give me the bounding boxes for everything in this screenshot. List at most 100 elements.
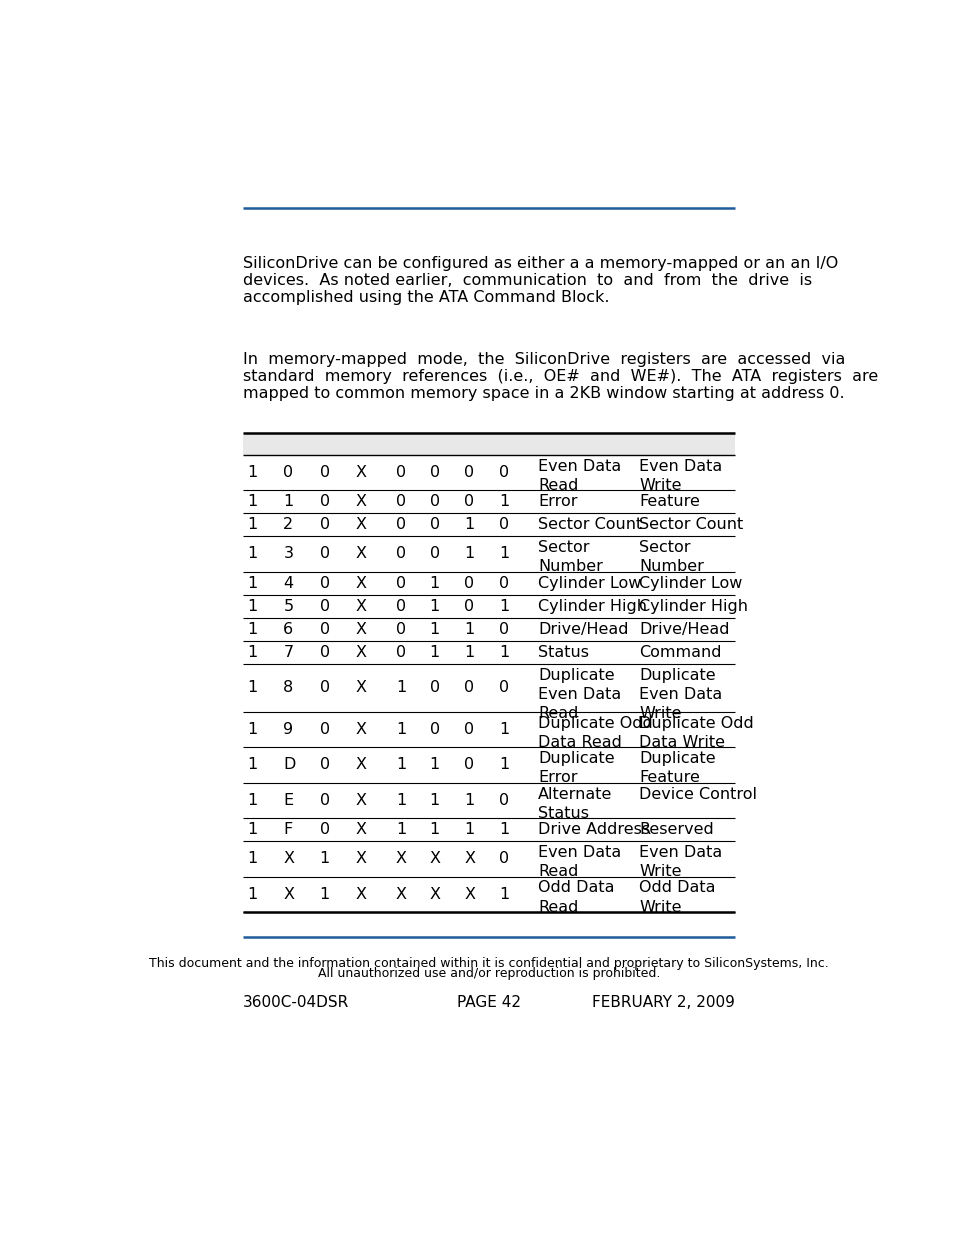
Text: Status: Status	[537, 645, 589, 659]
Text: FEBRUARY 2, 2009: FEBRUARY 2, 2009	[592, 995, 735, 1010]
Text: 1: 1	[247, 851, 257, 867]
Text: 0: 0	[395, 576, 405, 590]
Text: Cylinder High: Cylinder High	[639, 599, 747, 614]
Text: 1: 1	[464, 622, 474, 637]
Text: Device Control: Device Control	[639, 787, 757, 802]
Text: 1: 1	[247, 757, 257, 772]
Text: 1: 1	[429, 576, 439, 590]
Text: 0: 0	[319, 722, 330, 737]
Text: Cylinder High: Cylinder High	[537, 599, 646, 614]
Text: 1: 1	[247, 599, 257, 614]
Text: 1: 1	[247, 517, 257, 532]
Text: 0: 0	[319, 680, 330, 695]
Text: 1: 1	[464, 793, 474, 808]
Text: 0: 0	[429, 464, 439, 480]
Text: 1: 1	[247, 645, 257, 659]
Text: 3600C-04DSR: 3600C-04DSR	[242, 995, 349, 1010]
Text: X: X	[355, 517, 366, 532]
Text: 1: 1	[464, 645, 474, 659]
Text: 0: 0	[498, 576, 509, 590]
Text: 7: 7	[283, 645, 294, 659]
Text: 1: 1	[283, 494, 294, 509]
Text: X: X	[355, 680, 366, 695]
Text: 0: 0	[464, 722, 474, 737]
Text: Duplicate
Even Data
Read: Duplicate Even Data Read	[537, 668, 620, 721]
Text: X: X	[429, 887, 440, 902]
Text: Even Data
Write: Even Data Write	[639, 845, 721, 879]
Text: All unauthorized use and/or reproduction is prohibited.: All unauthorized use and/or reproduction…	[317, 967, 659, 981]
Text: 1: 1	[247, 680, 257, 695]
Text: 6: 6	[283, 622, 294, 637]
Text: 0: 0	[319, 576, 330, 590]
Text: Sector Count: Sector Count	[639, 517, 742, 532]
Text: 0: 0	[319, 645, 330, 659]
Text: Duplicate Odd
Data Read: Duplicate Odd Data Read	[537, 716, 652, 750]
Text: 0: 0	[429, 722, 439, 737]
Text: 0: 0	[464, 757, 474, 772]
Text: Even Data
Read: Even Data Read	[537, 458, 620, 493]
Text: Even Data
Write: Even Data Write	[639, 458, 721, 493]
Text: Duplicate Odd
Data Write: Duplicate Odd Data Write	[639, 716, 753, 750]
Text: 0: 0	[283, 464, 294, 480]
Text: X: X	[395, 887, 406, 902]
Text: mapped to common memory space in a 2KB window starting at address 0.: mapped to common memory space in a 2KB w…	[242, 387, 843, 401]
Text: 0: 0	[429, 494, 439, 509]
Text: Cylinder Low: Cylinder Low	[537, 576, 641, 590]
Text: Command: Command	[639, 645, 720, 659]
Text: 1: 1	[429, 645, 439, 659]
Text: 0: 0	[464, 494, 474, 509]
Text: 9: 9	[283, 722, 294, 737]
Bar	[242, 433, 735, 454]
Text: accomplished using the ATA Command Block.: accomplished using the ATA Command Block…	[242, 290, 608, 305]
Text: 4: 4	[283, 576, 294, 590]
Text: 0: 0	[498, 464, 509, 480]
Text: 1: 1	[498, 494, 509, 509]
Text: 0: 0	[464, 464, 474, 480]
Text: 0: 0	[319, 517, 330, 532]
Text: This document and the information contained within it is confidential and propri: This document and the information contai…	[149, 957, 828, 969]
Text: Reserved: Reserved	[639, 823, 713, 837]
Text: 1: 1	[395, 823, 406, 837]
Text: X: X	[283, 887, 294, 902]
Text: 1: 1	[247, 722, 257, 737]
Text: 0: 0	[395, 547, 405, 562]
Text: Even Data
Read: Even Data Read	[537, 845, 620, 879]
Text: Duplicate
Feature: Duplicate Feature	[639, 751, 715, 785]
Text: 1: 1	[429, 599, 439, 614]
Text: X: X	[464, 851, 475, 867]
Text: X: X	[355, 793, 366, 808]
Text: 0: 0	[395, 464, 405, 480]
Text: Drive/Head: Drive/Head	[537, 621, 628, 637]
Text: PAGE 42: PAGE 42	[456, 995, 520, 1010]
Text: 1: 1	[498, 645, 509, 659]
Text: 0: 0	[429, 680, 439, 695]
Text: 1: 1	[498, 823, 509, 837]
Text: Drive/Head: Drive/Head	[639, 621, 729, 637]
Text: 0: 0	[319, 622, 330, 637]
Text: 0: 0	[319, 793, 330, 808]
Text: 0: 0	[395, 645, 405, 659]
Text: X: X	[355, 464, 366, 480]
Text: X: X	[355, 547, 366, 562]
Text: 0: 0	[319, 494, 330, 509]
Text: 0: 0	[498, 680, 509, 695]
Text: E: E	[283, 793, 294, 808]
Text: 1: 1	[464, 823, 474, 837]
Text: Alternate
Status: Alternate Status	[537, 787, 612, 821]
Text: 1: 1	[498, 722, 509, 737]
Text: 0: 0	[395, 494, 405, 509]
Text: 0: 0	[319, 599, 330, 614]
Text: 1: 1	[498, 887, 509, 902]
Text: 0: 0	[429, 547, 439, 562]
Text: X: X	[464, 887, 475, 902]
Text: X: X	[355, 851, 366, 867]
Text: 1: 1	[247, 547, 257, 562]
Text: 0: 0	[395, 517, 405, 532]
Text: 1: 1	[395, 757, 406, 772]
Text: 1: 1	[319, 887, 330, 902]
Text: F: F	[283, 823, 293, 837]
Text: 1: 1	[247, 464, 257, 480]
Text: 0: 0	[395, 622, 405, 637]
Text: X: X	[355, 887, 366, 902]
Text: 1: 1	[247, 576, 257, 590]
